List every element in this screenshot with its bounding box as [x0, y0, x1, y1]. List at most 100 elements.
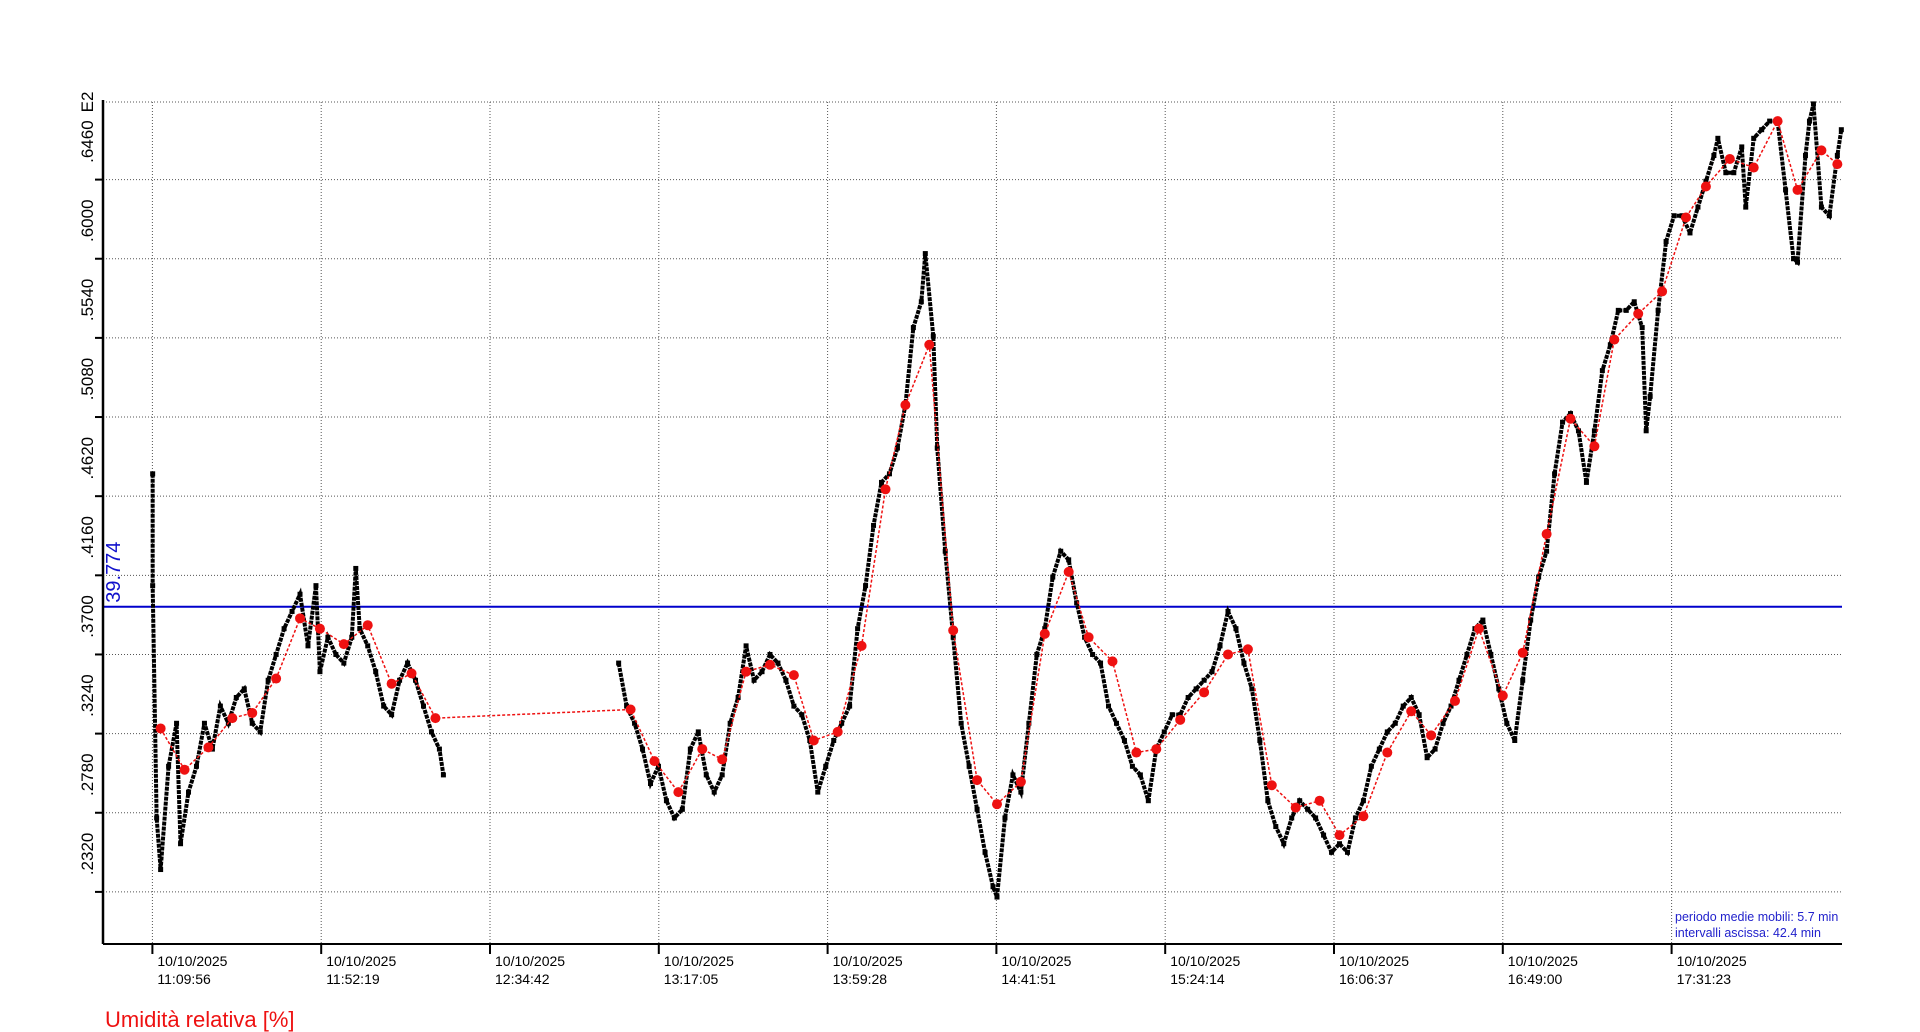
measurement-point: [1400, 703, 1406, 709]
measurement-point: [1560, 419, 1566, 425]
measurement-point: [1687, 230, 1693, 236]
moving-average-point: [1426, 730, 1437, 741]
measurement-point: [1058, 548, 1064, 554]
measurement-point: [735, 694, 741, 700]
measurement-point: [1655, 307, 1661, 313]
measurement-point: [1392, 720, 1398, 726]
measurement-point: [325, 634, 331, 640]
measurement-point: [847, 703, 853, 709]
measurement-point: [1376, 746, 1382, 752]
y-tick-label: .5540: [78, 279, 97, 322]
moving-average-point: [227, 713, 238, 724]
measurement-point: [1607, 342, 1613, 348]
measurement-point: [839, 720, 845, 726]
measurement-point: [616, 660, 622, 666]
measurement-point: [1002, 815, 1008, 821]
measurement-point: [381, 703, 387, 709]
moving-average-point: [1657, 286, 1668, 297]
x-tick-date: 10/10/2025: [1001, 953, 1071, 969]
y-tick-label: .6460: [78, 120, 97, 163]
measurement-point: [1623, 307, 1629, 313]
measurement-point: [1297, 798, 1303, 804]
measurement-point: [930, 333, 936, 339]
measurement-point: [671, 815, 677, 821]
measurement-point: [1440, 720, 1446, 726]
measurement-point: [1010, 772, 1016, 778]
moving-average-point: [900, 399, 911, 410]
measurement-point: [1783, 187, 1789, 193]
measurement-point: [1344, 849, 1350, 855]
x-tick-date: 10/10/2025: [1339, 953, 1409, 969]
measurement-point: [942, 548, 948, 554]
measurement-point: [281, 626, 287, 632]
measurement-point: [1209, 669, 1215, 675]
y-tick-label: .2320: [78, 833, 97, 876]
measurement-point: [1074, 600, 1080, 606]
moving-average-point: [1633, 308, 1644, 319]
measurement-point: [1671, 213, 1677, 219]
measurement-point: [1201, 677, 1207, 683]
measurement-point: [1599, 368, 1605, 374]
moving-average-point: [1700, 181, 1711, 192]
measurement-point: [632, 720, 638, 726]
note-x-interval: intervalli ascissa: 42.4 min: [1675, 926, 1821, 940]
measurement-point: [687, 746, 693, 752]
x-tick-time: 11:52:19: [326, 971, 380, 987]
measurement-point: [1647, 393, 1653, 399]
moving-average-point: [1832, 159, 1843, 170]
measurement-point: [1034, 651, 1040, 657]
measurement-point: [1715, 135, 1721, 141]
moving-average-point: [1242, 644, 1253, 655]
moving-average-point: [1772, 116, 1783, 127]
measurement-point: [1066, 557, 1072, 563]
measurement-point: [397, 677, 403, 683]
measurement-point: [648, 781, 654, 787]
moving-average-point: [1151, 744, 1162, 755]
measurement-point: [1169, 712, 1175, 718]
measurement-point: [178, 841, 184, 847]
x-tick-time: 17:31:23: [1677, 971, 1732, 987]
measurement-point: [1432, 746, 1438, 752]
measurement-point: [150, 583, 156, 589]
measurement-point: [1643, 428, 1649, 434]
moving-average-point: [1131, 747, 1142, 758]
moving-average-point: [764, 659, 775, 670]
measurement-point: [791, 703, 797, 709]
measurement-point: [265, 677, 271, 683]
measurement-point: [1329, 849, 1335, 855]
x-tick-time: 15:24:14: [1170, 971, 1225, 987]
moving-average-point: [1039, 628, 1050, 639]
measurement-point: [273, 651, 279, 657]
moving-average-point: [1565, 413, 1576, 424]
measurement-point: [193, 763, 199, 769]
moving-average-point: [179, 764, 190, 775]
measurement-point: [241, 686, 247, 692]
moving-average-point: [1175, 714, 1186, 725]
measurement-point: [1273, 824, 1279, 830]
measurement-point: [1042, 626, 1048, 632]
measurement-point: [174, 720, 180, 726]
measurement-point: [389, 712, 395, 718]
measurement-point: [1098, 660, 1104, 666]
measurement-point: [1568, 411, 1574, 417]
moving-average-point: [430, 713, 441, 724]
measurement-point: [1121, 737, 1127, 743]
x-tick-date: 10/10/2025: [157, 953, 227, 969]
x-tick-time: 13:17:05: [664, 971, 719, 987]
measurement-point: [436, 746, 442, 752]
measurement-trace: [616, 103, 1844, 898]
y-tick-label: .2780: [78, 753, 97, 796]
moving-average-point: [1724, 153, 1735, 164]
x-tick-date: 10/10/2025: [326, 953, 396, 969]
measurement-point: [1723, 170, 1729, 176]
measurement-point: [703, 772, 709, 778]
measurement-point: [1313, 815, 1319, 821]
measurement-point: [365, 643, 371, 649]
measurement-point: [440, 772, 446, 778]
moving-average-point: [362, 620, 373, 631]
measurement-point: [743, 643, 749, 649]
moving-average-point: [788, 670, 799, 681]
measurement-point: [1818, 204, 1824, 210]
note-moving-average-period: periodo medie mobili: 5.7 min: [1675, 910, 1838, 924]
